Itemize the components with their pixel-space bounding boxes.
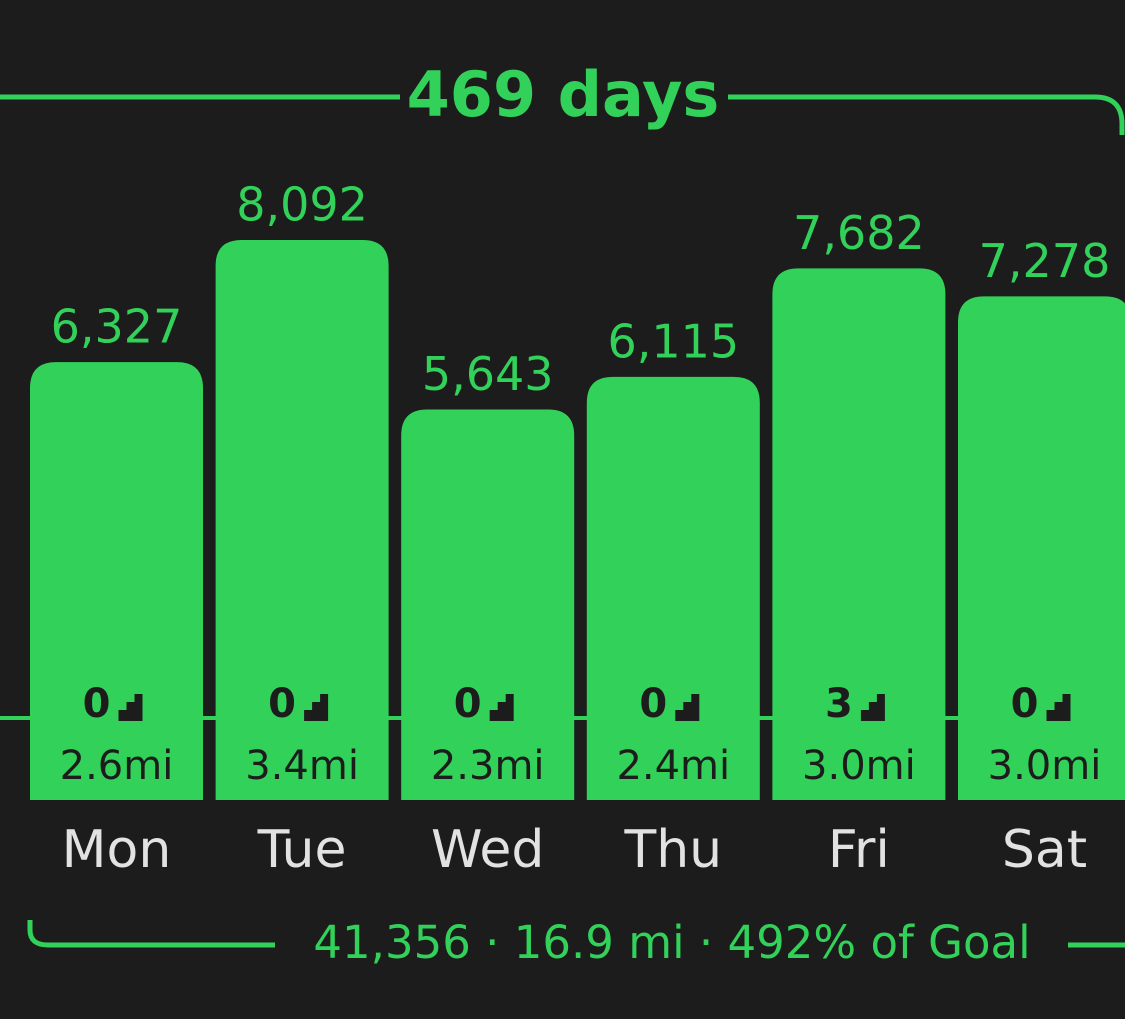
- x-tick-label: Sat: [1002, 820, 1087, 880]
- floors-label: 0: [83, 681, 111, 727]
- x-tick-label: Tue: [257, 820, 347, 880]
- distance-label: 2.3mi: [431, 743, 545, 789]
- bar: [958, 296, 1125, 800]
- bar: [772, 268, 946, 801]
- distance-label: 3.4mi: [245, 743, 359, 789]
- floors-label: 0: [268, 681, 296, 727]
- stairs-icon: [489, 694, 514, 721]
- bar: [401, 409, 575, 800]
- stairs-icon: [675, 694, 700, 721]
- floors-label: 3: [825, 681, 853, 727]
- value-label: 7,682: [793, 206, 925, 260]
- value-label: 6,115: [607, 314, 739, 368]
- summary-bracket-left: [27, 920, 275, 948]
- title-bracket-right: [728, 94, 1125, 135]
- floors-label: 0: [639, 681, 667, 727]
- distance-label: 3.0mi: [802, 743, 916, 789]
- x-tick-label: Fri: [828, 820, 890, 880]
- bar: [30, 362, 203, 800]
- stairs-icon: [860, 694, 885, 721]
- value-label: 7,278: [979, 234, 1111, 288]
- x-tick-label: Wed: [431, 820, 544, 880]
- distance-label: 2.6mi: [60, 743, 174, 789]
- stairs-icon: [1046, 694, 1071, 721]
- bar: [586, 376, 760, 800]
- value-label: 6,327: [51, 300, 183, 354]
- stairs-icon: [118, 694, 143, 721]
- floors-label: 0: [454, 681, 482, 727]
- summary: 41,356 · 16.9 mi · 492% of Goal: [313, 916, 1030, 969]
- stairs-icon: [304, 694, 329, 721]
- floors-label: 0: [1011, 681, 1039, 727]
- value-label: 8,092: [236, 178, 368, 232]
- value-label: 5,643: [422, 347, 554, 401]
- chart-title: 469 days: [407, 58, 720, 131]
- x-tick-label: Thu: [623, 820, 722, 880]
- bar: [215, 240, 389, 800]
- x-tick-label: Mon: [62, 820, 172, 880]
- distance-label: 3.0mi: [988, 743, 1102, 789]
- distance-label: 2.4mi: [616, 743, 730, 789]
